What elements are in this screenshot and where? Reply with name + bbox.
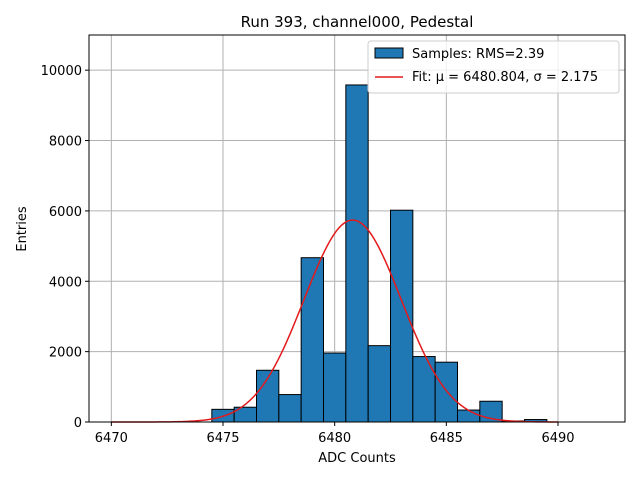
legend-samples-label: Samples: RMS=2.39	[412, 47, 544, 62]
legend-box	[367, 40, 620, 94]
histogram-bar	[367, 345, 391, 423]
legend-samples-swatch	[374, 47, 404, 59]
plot-frame	[88, 34, 626, 423]
histogram-bar	[345, 84, 369, 423]
x-tick-label: 6475	[206, 431, 239, 446]
y-tick-label: 10000	[41, 64, 82, 79]
x-tick-label: 6485	[430, 431, 463, 446]
x-axis-ticks: 6470 6475 6480 6485 6490	[95, 422, 575, 446]
histogram-bar	[457, 409, 481, 423]
y-tick-label: 8000	[49, 135, 82, 150]
y-tick-label: 2000	[49, 346, 82, 361]
x-axis-label: ADC Counts	[318, 451, 396, 466]
histogram-bar	[434, 361, 458, 423]
y-axis-ticks: 0 2000 4000 6000 8000 10000	[41, 64, 89, 431]
histogram-bar	[412, 356, 436, 423]
histogram-bar	[278, 394, 302, 423]
y-tick-label: 6000	[49, 205, 82, 220]
y-tick-label: 4000	[49, 275, 82, 290]
legend-fit-label: Fit: μ = 6480.804, σ = 2.175	[412, 70, 598, 85]
y-axis-label: Entries	[15, 206, 30, 252]
x-tick-label: 6470	[95, 431, 128, 446]
histogram-bar	[390, 209, 414, 423]
x-tick-label: 6480	[318, 431, 351, 446]
fit-curve	[111, 219, 558, 423]
x-tick-label: 6490	[541, 431, 574, 446]
fit-curve-group	[111, 219, 558, 423]
legend: Samples: RMS=2.39 Fit: μ = 6480.804, σ =…	[367, 40, 620, 94]
y-tick-label: 0	[74, 416, 82, 431]
histogram-bar	[323, 352, 347, 423]
chart-title: Run 393, channel000, Pedestal	[241, 13, 474, 31]
histogram-bar	[300, 257, 324, 423]
